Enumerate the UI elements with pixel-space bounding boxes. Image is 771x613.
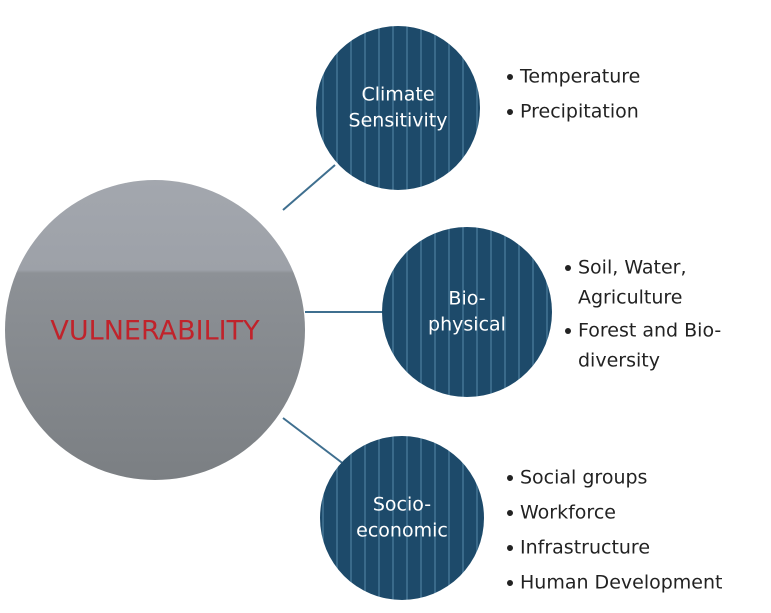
node-label: Socio- <box>373 494 431 516</box>
bullet-dot <box>565 328 571 334</box>
bullet-text: Precipitation <box>520 101 639 123</box>
bullet-text: Workforce <box>520 502 616 524</box>
bullet-text: Soil, Water, <box>578 257 687 279</box>
connector <box>283 418 345 465</box>
center-label: VULNERABILITY <box>50 316 260 347</box>
node-label: economic <box>356 520 448 542</box>
bullet-dot <box>507 109 513 115</box>
bullet-dot <box>507 510 513 516</box>
bullet-dot <box>507 74 513 80</box>
bullet-text: Temperature <box>519 66 640 88</box>
bullet-dot <box>507 580 513 586</box>
connector <box>283 165 335 210</box>
node-circle <box>316 26 480 190</box>
bullet-dot <box>507 475 513 481</box>
bullet-dot <box>507 545 513 551</box>
bullet-text: Agriculture <box>578 287 683 309</box>
diagram: VULNERABILITY Climate Sensitivity Temperat… <box>0 0 771 613</box>
node-circle <box>320 436 484 600</box>
bullet-text: Human Development <box>520 572 722 594</box>
bullet-dot <box>565 265 571 271</box>
bullet-text: Forest and Bio- <box>578 320 721 342</box>
bullet-text: Infrastructure <box>520 537 650 559</box>
bullet-text: diversity <box>578 350 660 372</box>
node-label: physical <box>428 314 506 336</box>
node-label: Climate <box>361 84 434 106</box>
node-circle <box>382 227 552 397</box>
node-label: Bio- <box>448 288 485 310</box>
node-label: Sensitivity <box>349 110 448 132</box>
bullet-text: Social groups <box>520 467 647 489</box>
